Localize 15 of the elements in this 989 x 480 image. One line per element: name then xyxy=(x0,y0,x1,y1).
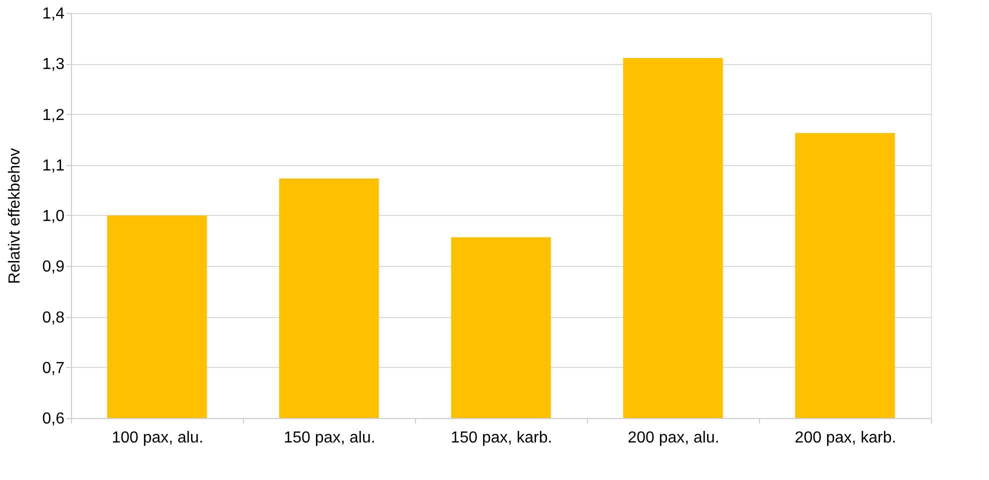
x-tick-label: 100 pax, alu. xyxy=(112,430,204,446)
y-tick-label: 1,4 xyxy=(42,6,65,22)
y-tick-label: 0,8 xyxy=(42,309,65,326)
y-tick-label: 1,2 xyxy=(42,106,65,124)
y-tick-label: 0,9 xyxy=(42,258,65,276)
y-tick-label: 1,3 xyxy=(42,56,65,74)
y-axis-title: Relativt effekbehov xyxy=(6,148,24,284)
x-tick-label: 200 pax, alu. xyxy=(628,430,720,446)
x-tick-label: 200 pax, karb. xyxy=(794,430,896,446)
x-tick-label: 150 pax, karb. xyxy=(450,430,552,446)
y-tick-label: 1,1 xyxy=(42,157,65,174)
y-tick-label: 1,0 xyxy=(42,208,65,225)
y-tick-label: 0,7 xyxy=(42,360,65,377)
y-tick-label: 0,6 xyxy=(42,410,65,428)
x-tick-label: 150 pax, alu. xyxy=(284,430,376,446)
